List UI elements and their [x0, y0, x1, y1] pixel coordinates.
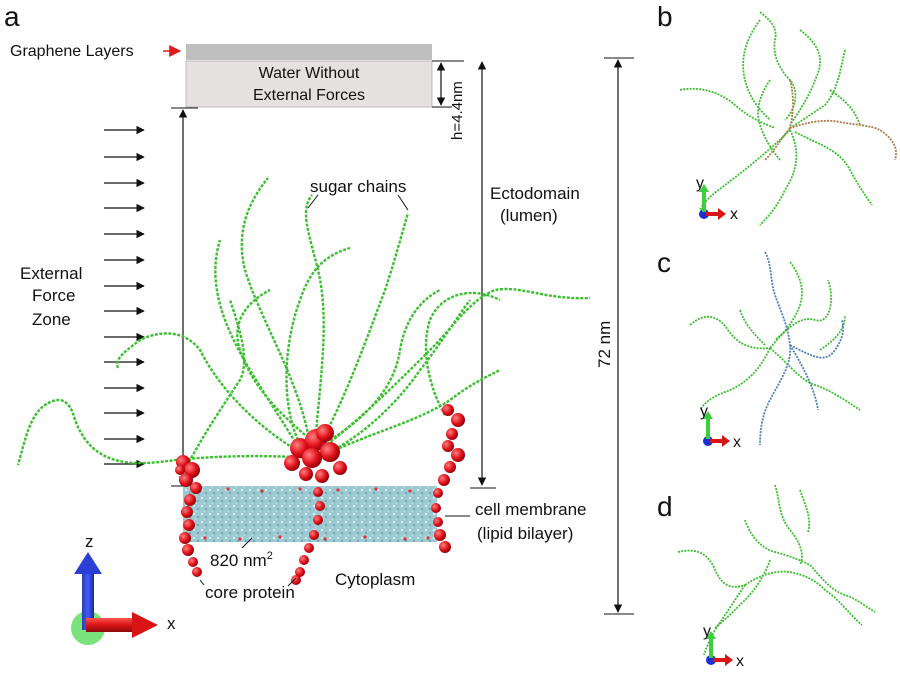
core-protein-label: core protein [205, 583, 295, 602]
svg-text:x: x [730, 206, 738, 223]
area-label: 820 nm2 [210, 550, 273, 570]
highlight-chain-b [764, 79, 897, 161]
sugar-chains [16, 177, 591, 471]
axis-triad-c: y x [700, 403, 741, 451]
svg-text:z: z [85, 532, 94, 551]
membrane-label-1: cell membrane [475, 500, 587, 519]
svg-text:x: x [736, 653, 744, 670]
ectodomain-label-2: (lumen) [500, 206, 558, 225]
external-force-arrows [104, 125, 145, 469]
core-proteins [175, 404, 465, 585]
svg-text:y: y [703, 623, 711, 640]
highlight-chain-c [759, 251, 845, 446]
force-zone-label-2: Force [32, 286, 75, 305]
panel-label-b: b [657, 1, 673, 32]
svg-text:y: y [696, 175, 704, 192]
membrane-label-2: (lipid bilayer) [477, 524, 573, 543]
water-label-2: External Forces [253, 87, 365, 104]
force-zone-label-3: Zone [32, 310, 71, 329]
panel-label-d: d [657, 491, 673, 522]
cytoplasm-label: Cytoplasm [335, 570, 415, 589]
graphene-label: Graphene Layers [10, 43, 134, 60]
h-dimension [432, 60, 464, 108]
panel-label-a: a [4, 1, 20, 32]
force-zone-label-1: External [20, 264, 82, 283]
chains-b [679, 11, 873, 226]
graphene-layers [186, 44, 432, 62]
svg-text:y: y [700, 403, 708, 420]
ectodomain-label-1: Ectodomain [490, 184, 580, 203]
sugar-chains-label: sugar chains [310, 177, 406, 196]
water-box [185, 60, 433, 108]
total-height-label: 72 nm [595, 321, 614, 368]
axis-triad-d: y x [703, 623, 744, 670]
panel-label-c: c [657, 247, 671, 278]
chains-d [677, 484, 876, 656]
h-label: h=4.4nm [449, 81, 466, 140]
svg-text:x: x [167, 614, 176, 633]
chains-c [689, 261, 861, 411]
axis-triad-a: z x [71, 532, 176, 645]
svg-text:x: x [733, 434, 741, 451]
water-label-1: Water Without [259, 65, 360, 82]
axis-triad-b: y x [696, 175, 738, 223]
